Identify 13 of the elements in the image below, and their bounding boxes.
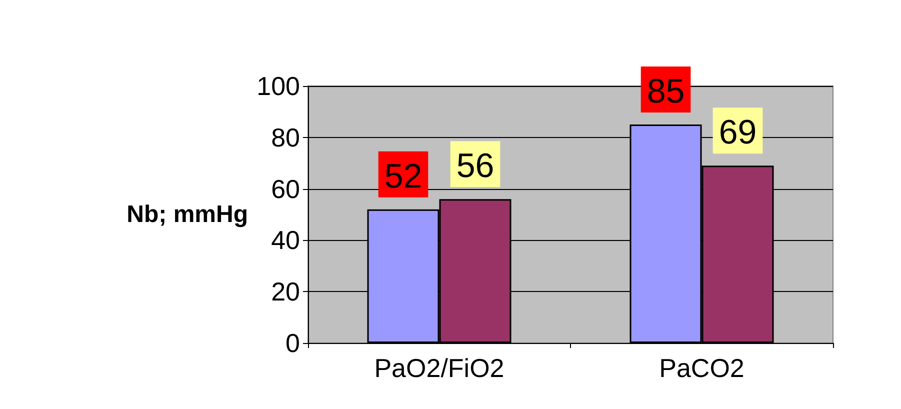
x-tick-label: PaCO2 <box>659 353 744 383</box>
data-label: 69 <box>718 114 757 152</box>
y-tick-label: 40 <box>271 225 300 256</box>
x-tick-label: PaO2/FiO2 <box>374 353 504 383</box>
y-axis-title: Nb; mmHg <box>126 201 248 228</box>
y-tick-label: 60 <box>271 174 300 204</box>
data-label: 56 <box>456 147 494 186</box>
data-label: 52 <box>384 157 422 196</box>
data-label: 85 <box>646 72 685 111</box>
y-tick-label: 0 <box>286 328 300 358</box>
y-tick-label: 100 <box>256 71 300 101</box>
y-tick-label: 80 <box>271 122 300 152</box>
y-tick-label: 20 <box>271 276 300 307</box>
